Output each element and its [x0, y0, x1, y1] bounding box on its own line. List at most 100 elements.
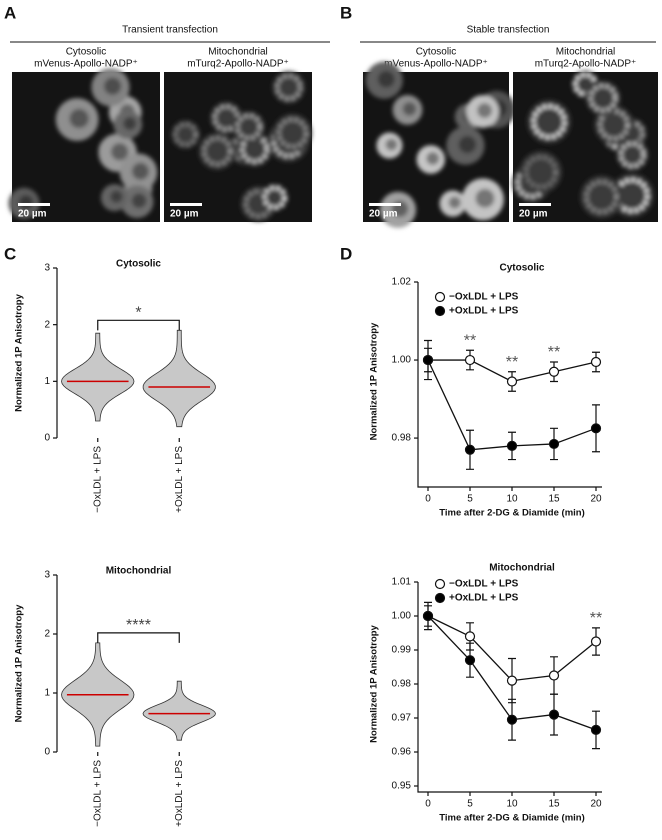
- y-tick-label: 0.95: [392, 781, 412, 792]
- x-axis-label: Time after 2-DG & Diamide (min): [439, 813, 585, 824]
- significance-bracket: [97, 319, 180, 331]
- data-point: [464, 354, 476, 366]
- cell: [580, 175, 623, 219]
- data-point: [422, 610, 434, 622]
- cell-nucleus: [110, 190, 123, 203]
- y-tick-label: 1.00: [392, 355, 412, 366]
- cell: [527, 99, 571, 144]
- cell-nucleus: [69, 108, 89, 129]
- y-tick-label: 1.02: [392, 277, 412, 288]
- image-caption: mTurq2-Apollo-NADP⁺: [187, 59, 289, 70]
- cell-mito: [202, 136, 233, 167]
- violin: [142, 680, 216, 741]
- cell-mito: [584, 179, 619, 214]
- y-tick-label: 2: [44, 319, 50, 330]
- x-tick-label: +OxLDL + LPS: [174, 760, 185, 827]
- panel-heading: Transient transfection: [122, 25, 218, 36]
- legend-label: −OxLDL + LPS: [449, 292, 519, 303]
- cell-mito: [614, 178, 650, 213]
- legend-marker: [434, 291, 446, 303]
- cell-nucleus: [377, 70, 395, 88]
- x-tick-label: 20: [590, 494, 602, 505]
- y-tick-label: 0: [44, 433, 50, 444]
- cell-mito: [275, 73, 303, 101]
- chart-title: Cytosolic: [116, 259, 161, 270]
- y-axis-label: Normalized 1P Anisotropy: [14, 604, 25, 722]
- cell-nucleus: [111, 143, 129, 161]
- x-tick-label: −OxLDL + LPS: [92, 446, 103, 513]
- significance-bracket: [97, 632, 180, 643]
- data-point: [422, 354, 434, 366]
- scale-bar-label: 20 µm: [519, 209, 548, 220]
- legend-marker: [434, 305, 446, 317]
- legend-marker: [434, 592, 446, 604]
- data-point: [590, 636, 602, 647]
- y-tick-label: 1: [44, 688, 50, 699]
- cell-nucleus: [18, 195, 34, 210]
- cell-mito: [598, 109, 630, 141]
- cell-mito: [240, 134, 269, 164]
- chart-title: Cytosolic: [499, 263, 544, 274]
- annotation: **: [506, 354, 518, 371]
- scale-bar: [18, 203, 50, 206]
- y-tick-label: 0: [44, 747, 50, 758]
- axes: [417, 582, 602, 793]
- data-point: [590, 356, 602, 368]
- y-axis-label: Normalized 1P Anisotropy: [369, 624, 380, 742]
- y-tick-label: 3: [44, 263, 50, 274]
- scale-bar: [519, 203, 551, 206]
- y-tick-label: 1.01: [392, 577, 412, 588]
- y-tick-label: 1.00: [392, 611, 412, 622]
- scale-bar: [170, 203, 202, 206]
- y-tick-label: 0.96: [392, 747, 412, 758]
- cell-nucleus: [103, 77, 122, 95]
- violin: [61, 332, 135, 422]
- data-point: [464, 631, 476, 642]
- x-tick-label: 20: [590, 799, 602, 810]
- x-tick-label: +OxLDL + LPS: [174, 446, 185, 513]
- y-axis-label: Normalized 1P Anisotropy: [369, 322, 380, 440]
- cell-mito: [531, 104, 567, 140]
- cells: [8, 68, 158, 219]
- cell-mito: [619, 141, 646, 169]
- cell: [609, 173, 654, 218]
- cells: [365, 61, 516, 228]
- legend-label: +OxLDL + LPS: [449, 306, 519, 317]
- cell-mito: [276, 117, 309, 149]
- data-point: [548, 366, 560, 377]
- data-point: [548, 709, 560, 720]
- cells: [171, 71, 312, 222]
- y-tick-label: 0.97: [392, 713, 412, 724]
- y-tick-label: 1: [44, 376, 50, 387]
- panel-label: D: [340, 244, 352, 263]
- data-point: [548, 438, 560, 450]
- panel-label: C: [4, 244, 16, 263]
- cell-mito: [524, 155, 558, 189]
- y-tick-label: 0.99: [392, 645, 412, 656]
- data-point: [506, 440, 518, 451]
- cell-mito: [173, 122, 198, 147]
- data-point: [590, 423, 602, 434]
- cells: [512, 70, 654, 219]
- x-tick-label: −OxLDL + LPS: [92, 760, 103, 827]
- image-caption: mTurq2-Apollo-NADP⁺: [535, 59, 637, 70]
- x-tick-label: 5: [467, 494, 473, 505]
- cell-nucleus: [132, 162, 149, 180]
- cell-nucleus: [426, 152, 440, 165]
- chart-title: Mitochondrial: [106, 566, 172, 577]
- x-tick-label: 15: [548, 799, 560, 810]
- y-axis-label: Normalized 1P Anisotropy: [14, 293, 25, 411]
- scale-bar-label: 20 µm: [170, 209, 199, 220]
- scale-bar-label: 20 µm: [369, 209, 398, 220]
- cell-nucleus: [385, 138, 398, 151]
- y-tick-label: 2: [44, 629, 50, 640]
- cell-mito: [235, 113, 262, 141]
- data-point: [464, 655, 476, 666]
- significance-label: *: [135, 305, 141, 322]
- legend-label: −OxLDL + LPS: [449, 579, 519, 590]
- image-caption: Mitochondrial: [556, 47, 615, 58]
- image-caption: Cytosolic: [416, 47, 457, 58]
- x-tick-label: 15: [548, 494, 560, 505]
- legend-label: +OxLDL + LPS: [449, 593, 519, 604]
